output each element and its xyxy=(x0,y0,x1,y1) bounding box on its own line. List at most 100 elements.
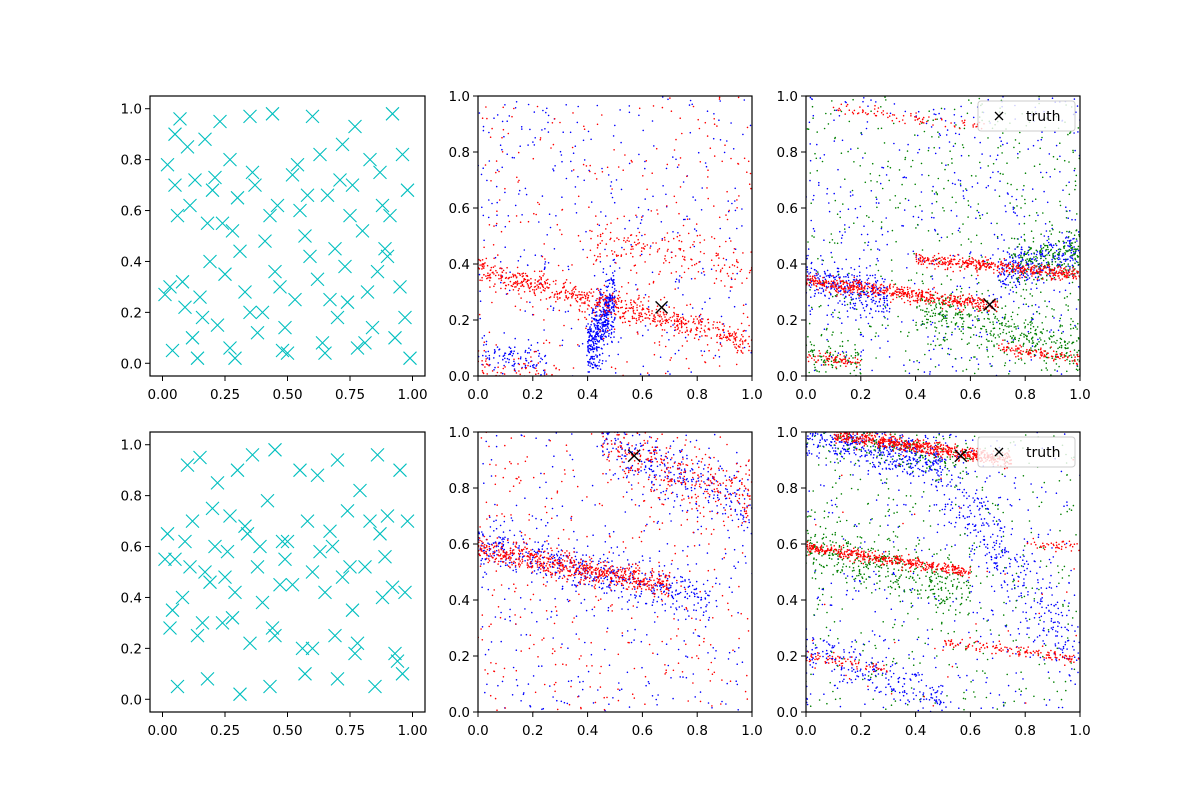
x-marker-point xyxy=(255,595,270,610)
x-marker-point xyxy=(298,666,312,681)
subplot-row2-col1: 0.00 0.25 0.50 0.75 1.00 0.0 0.2 0.4 0.6 0.8 1.0 xyxy=(121,431,428,739)
y-tick-label: 0.0 xyxy=(777,369,798,385)
x-tick-label: 1.00 xyxy=(397,723,427,739)
data-layer xyxy=(158,442,415,702)
x-marker-point xyxy=(303,249,317,264)
data-layer xyxy=(806,96,1080,376)
y-tick-label: 0.4 xyxy=(449,257,470,273)
x-marker-point xyxy=(295,641,310,656)
x-marker-point xyxy=(170,208,185,223)
x-marker-point xyxy=(395,147,410,162)
x-marker-point xyxy=(280,534,295,549)
x-marker-point xyxy=(330,672,345,686)
y-tick-label: 0.4 xyxy=(449,593,470,609)
y-tick-label: 0.8 xyxy=(777,145,798,161)
x-marker-point xyxy=(245,448,260,462)
x-marker-point xyxy=(370,448,385,462)
x-marker-point xyxy=(268,264,282,279)
legend-box xyxy=(977,436,1076,468)
y-tick-label: 0.8 xyxy=(449,481,470,497)
x-marker-point xyxy=(380,509,395,523)
x-marker-point xyxy=(310,468,325,483)
x-marker-point xyxy=(330,453,345,467)
x-marker-point xyxy=(183,560,197,574)
x-marker-point xyxy=(193,290,207,304)
legend: truth xyxy=(977,436,1076,468)
x-marker-point xyxy=(313,544,327,559)
x-marker-point xyxy=(215,616,230,630)
y-tick-label: 0.4 xyxy=(121,590,142,606)
x-marker-point xyxy=(395,666,410,681)
x-marker-point xyxy=(203,575,217,590)
axes-frame xyxy=(805,431,1081,713)
x-marker-point xyxy=(268,628,282,643)
y-tick-label: 0.6 xyxy=(777,201,798,217)
x-marker-point xyxy=(200,672,215,686)
series-0 xyxy=(806,432,1080,712)
y-tick-label: 0.6 xyxy=(449,201,470,217)
y-tick-label: 0.8 xyxy=(121,489,142,505)
x-tick-label: 0.00 xyxy=(147,723,177,739)
x-tick-label: 0.0 xyxy=(795,723,816,739)
x-marker-point xyxy=(250,325,265,340)
scatter-points xyxy=(806,432,1080,712)
x-marker-point xyxy=(205,183,220,198)
x-marker-point xyxy=(343,560,357,574)
x-marker-point xyxy=(300,188,315,203)
y-tick-label: 0.2 xyxy=(121,305,142,321)
x-marker-point xyxy=(203,254,217,269)
x-tick-label: 1.0 xyxy=(1069,723,1090,739)
x-marker-point xyxy=(383,208,397,223)
y-tick-label: 0.2 xyxy=(777,313,798,329)
scatter-points xyxy=(806,432,1080,707)
x-marker-point xyxy=(225,610,240,625)
x-tick-label: 0.50 xyxy=(272,723,302,739)
x-marker-point xyxy=(313,147,327,162)
x-marker-point xyxy=(385,106,400,121)
x-tick-label: 1.00 xyxy=(397,387,427,403)
y-tick-label: 0.2 xyxy=(777,649,798,665)
y-tick-label: 0.6 xyxy=(777,537,798,553)
scatter-points xyxy=(478,432,752,712)
x-marker-point xyxy=(213,114,227,129)
x-marker-point xyxy=(318,585,332,600)
x-marker-point xyxy=(195,616,210,630)
x-marker-point xyxy=(400,514,415,528)
x-marker-point xyxy=(298,229,312,243)
x-tick-label: 1.0 xyxy=(1069,387,1090,403)
x-marker-point xyxy=(358,560,372,574)
x-tick-label: 0.4 xyxy=(577,723,598,739)
series-0 xyxy=(158,442,415,702)
y-tick-label: 1.0 xyxy=(777,425,798,441)
x-marker-point xyxy=(208,539,222,554)
x-marker-point xyxy=(348,646,362,661)
x-marker-point xyxy=(305,565,320,579)
x-marker-point xyxy=(218,267,232,282)
x-marker-point xyxy=(375,198,390,213)
truth-marker xyxy=(655,300,669,314)
x-marker-point xyxy=(378,241,392,256)
x-marker-point xyxy=(368,679,382,694)
x-marker-point xyxy=(305,109,320,124)
x-marker-point xyxy=(168,127,182,142)
x-marker-point xyxy=(273,280,287,294)
series-2 xyxy=(806,432,1080,707)
subplot-row1-col3: 0.0 0.2 0.4 0.6 0.8 1.0 0.0 0.2 0.4 0.6 0.8 1.0 xyxy=(777,89,1091,403)
y-tick-label: 0.2 xyxy=(121,641,142,657)
x-marker-point xyxy=(348,119,362,134)
x-marker-point xyxy=(323,524,337,539)
y-tick-label: 1.0 xyxy=(777,89,798,105)
x-marker-point xyxy=(393,280,407,294)
x-tick-label: 0.8 xyxy=(1014,723,1035,739)
x-marker-point xyxy=(388,646,402,661)
x-marker-point xyxy=(238,285,252,299)
x-marker-point xyxy=(293,203,307,218)
x-marker-point xyxy=(278,552,292,567)
x-tick-label: 0.8 xyxy=(686,723,707,739)
y-tick-label: 1.0 xyxy=(121,102,142,118)
x-marker-point xyxy=(223,152,237,167)
x-marker-point xyxy=(185,514,200,528)
x-tick-label: 0.6 xyxy=(960,723,981,739)
x-marker-point xyxy=(268,442,282,457)
x-marker-point xyxy=(170,679,185,694)
